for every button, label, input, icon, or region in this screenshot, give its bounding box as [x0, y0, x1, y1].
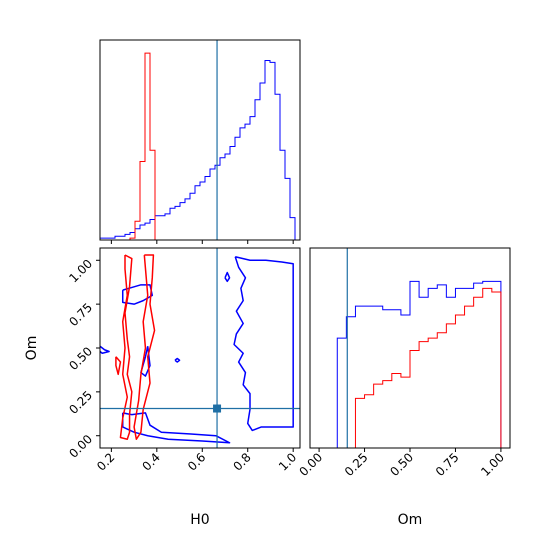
contour-y-tick-label-0: 0.00 — [66, 432, 95, 461]
contour-x-tick-label-2: 0.6 — [185, 450, 208, 473]
contour-5 — [174, 357, 181, 363]
contour-4 — [100, 345, 110, 355]
contour-0 — [233, 256, 294, 432]
x-axis-label-h0: H0 — [190, 512, 209, 528]
h0-histogram-frame — [99, 39, 301, 241]
contour-y-tick-label-4: 1.00 — [66, 257, 95, 286]
contour-6 — [224, 271, 231, 283]
om-histogram-frame — [309, 247, 511, 449]
contour-y-tick-label-3: 0.75 — [66, 300, 95, 329]
contour-8 — [133, 254, 156, 440]
contour-x-tick-label-0: 0.2 — [94, 450, 117, 473]
om-histogram-series-0 — [319, 280, 502, 449]
contour-9 — [115, 356, 122, 376]
contour-h0-om-panel: 0.2 0.4 0.6 0.8 1.0 0.00 0.25 0.50 0.75 1.00 H0 Om — [24, 247, 301, 528]
contour-y-tick-label-1: 0.25 — [66, 388, 95, 417]
truth-marker — [213, 404, 222, 413]
histogram-om-panel: 0.00 0.25 0.50 0.75 1.00 Om — [296, 247, 511, 528]
contour-3 — [140, 346, 151, 377]
h0-histogram-series-1 — [100, 52, 300, 241]
contour-x-tick-label-1: 0.4 — [140, 450, 163, 473]
contour-lines — [100, 254, 294, 444]
contour-2 — [121, 412, 231, 444]
histogram-h0-panel — [99, 39, 301, 244]
om-hist-x-tick-label-3: 0.75 — [433, 450, 462, 479]
contour-7 — [119, 254, 133, 440]
contour-x-tick-label-3: 0.8 — [230, 450, 253, 473]
om-hist-x-tick-label-2: 0.50 — [387, 450, 416, 479]
x-axis-label-om: Om — [398, 512, 423, 528]
om-hist-x-tick-label-0: 0.00 — [296, 450, 325, 479]
y-axis-label-om: Om — [24, 336, 40, 361]
contour-frame — [99, 247, 301, 449]
om-hist-x-tick-label-4: 1.00 — [478, 450, 507, 479]
contour-x-tick-label-4: 1.0 — [276, 450, 299, 473]
h0-histogram-series-0 — [99, 60, 300, 241]
contour-y-tick-label-2: 0.50 — [66, 344, 95, 373]
om-hist-x-tick-label-1: 0.25 — [342, 450, 371, 479]
om-histogram-series-1 — [319, 287, 502, 449]
